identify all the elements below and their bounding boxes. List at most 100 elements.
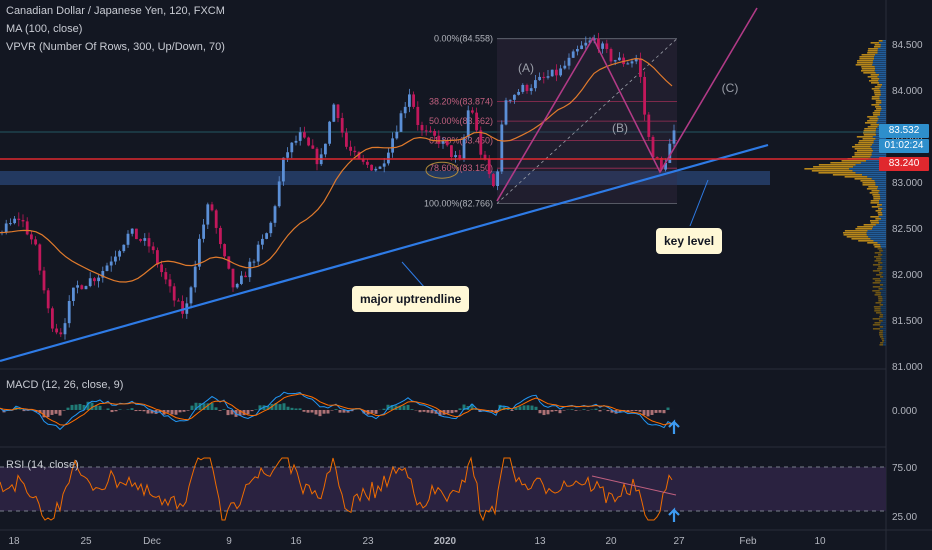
vp-bar-down: [882, 250, 886, 252]
candle-body: [597, 38, 600, 49]
bar-countdown: 01:02:24: [879, 139, 929, 153]
candle-body: [210, 204, 214, 211]
drawings[interactable]: (A) (B) (C): [0, 7, 886, 363]
candle-body: [256, 244, 260, 262]
candle-body: [9, 223, 12, 225]
candle-body: [227, 256, 231, 269]
vp-bar-up: [855, 228, 873, 230]
macd-histogram-bar: [198, 402, 202, 410]
macd-histogram-bar: [338, 410, 342, 413]
uptrend-callout[interactable]: major uptrendline: [352, 286, 470, 312]
candle-body: [487, 158, 491, 175]
vp-bar-up: [879, 314, 884, 316]
macd-histogram-bar: [254, 409, 258, 410]
rsi-legend[interactable]: RSI (14, close): [6, 459, 79, 471]
vp-bar-up: [872, 290, 880, 292]
fib-retracement[interactable]: 0.00%(84.558) 38.20%(83.874) 50.00%(83.662…: [424, 34, 678, 209]
vp-bar-down: [879, 282, 886, 284]
vp-bar-up: [870, 42, 880, 44]
vp-bar-down: [880, 86, 886, 88]
macd-histogram-bar: [106, 408, 110, 410]
vp-bar-up: [875, 210, 882, 212]
candle-body: [466, 110, 470, 138]
vp-bar-up: [874, 110, 881, 112]
vp-bar-down: [870, 156, 886, 158]
vp-bar-up: [872, 282, 880, 284]
macd-pane[interactable]: [0, 370, 886, 446]
vp-bar-up: [874, 308, 881, 310]
candle-body: [248, 261, 252, 278]
vp-bar-down: [871, 154, 886, 156]
vp-bar-up: [864, 128, 877, 130]
macd-histogram-bar: [462, 404, 466, 410]
symbol-title[interactable]: Canadian Dollar / Japanese Yen, 120, FXC…: [6, 5, 225, 17]
price-tick: 83.000: [892, 178, 923, 189]
macd-histogram-bar: [130, 408, 134, 410]
key-level-callout[interactable]: key level: [656, 228, 723, 254]
macd-histogram-bar: [502, 406, 506, 410]
volume-profile: [804, 40, 886, 346]
vp-bar-down: [879, 98, 886, 100]
candle-body: [639, 58, 642, 77]
candle-body: [324, 143, 327, 155]
vp-bar-up: [874, 256, 881, 258]
macd-histogram-bar: [94, 405, 98, 410]
vp-bar-up: [872, 278, 881, 280]
vp-bar-down: [879, 202, 886, 204]
candle-body: [151, 246, 155, 251]
vp-bar-up: [857, 60, 873, 62]
candle-body: [97, 277, 100, 282]
macd-histogram-bar: [78, 404, 82, 410]
candle-body: [46, 290, 50, 309]
vp-bar-down: [880, 110, 886, 112]
vpvr-legend[interactable]: VPVR (Number Of Rows, 300, Up/Down, 70): [6, 41, 225, 53]
candle-body: [601, 43, 604, 49]
vp-bar-up: [880, 342, 884, 344]
vp-bar-up: [844, 230, 868, 232]
macd-histogram-bar: [210, 403, 214, 410]
macd-histogram-bar: [402, 405, 406, 410]
moving-average: [0, 57, 673, 283]
vp-bar-down: [882, 288, 886, 290]
vp-bar-up: [859, 56, 875, 58]
vp-bar-down: [882, 84, 886, 86]
ma-legend[interactable]: MA (100, close): [6, 23, 83, 35]
candle-body: [311, 145, 315, 149]
vp-bar-down: [875, 224, 886, 226]
vp-bar-down: [880, 252, 886, 254]
vp-bar-down: [874, 54, 886, 56]
macd-legend[interactable]: MACD (12, 26, close, 9): [6, 379, 124, 391]
vp-bar-up: [858, 142, 874, 144]
vp-bar-up: [875, 106, 882, 108]
macd-histogram-bar: [142, 410, 146, 412]
macd-histogram-bar: [626, 410, 630, 413]
candle-body: [172, 286, 176, 301]
candle-body: [122, 244, 126, 252]
rsi-plot: [0, 456, 680, 522]
time-tick: 2020: [434, 536, 457, 547]
macd-histogram-bar: [450, 410, 454, 414]
candle-body: [370, 164, 373, 171]
candle-body: [534, 80, 537, 89]
vp-bar-up: [879, 284, 884, 286]
macd-histogram-bar: [66, 407, 70, 410]
vp-bar-down: [874, 56, 886, 58]
candle-body: [424, 130, 428, 132]
candle-body: [42, 270, 46, 291]
candle-body: [605, 43, 609, 50]
vp-bar-up: [863, 224, 876, 226]
candle-body: [189, 287, 193, 304]
vp-bar-up: [862, 184, 876, 186]
vp-bar-up: [875, 218, 882, 220]
vp-bar-up: [851, 156, 871, 158]
vp-bar-up: [879, 250, 883, 252]
candle-body: [664, 162, 667, 170]
macd-histogram-bar: [526, 405, 530, 410]
macd-histogram-bar: [166, 410, 170, 413]
vp-bar-down: [880, 308, 886, 310]
vp-bar-up: [878, 214, 883, 216]
candle-body: [105, 265, 109, 271]
key-zone: [0, 131, 886, 185]
vp-bar-up: [875, 302, 882, 304]
